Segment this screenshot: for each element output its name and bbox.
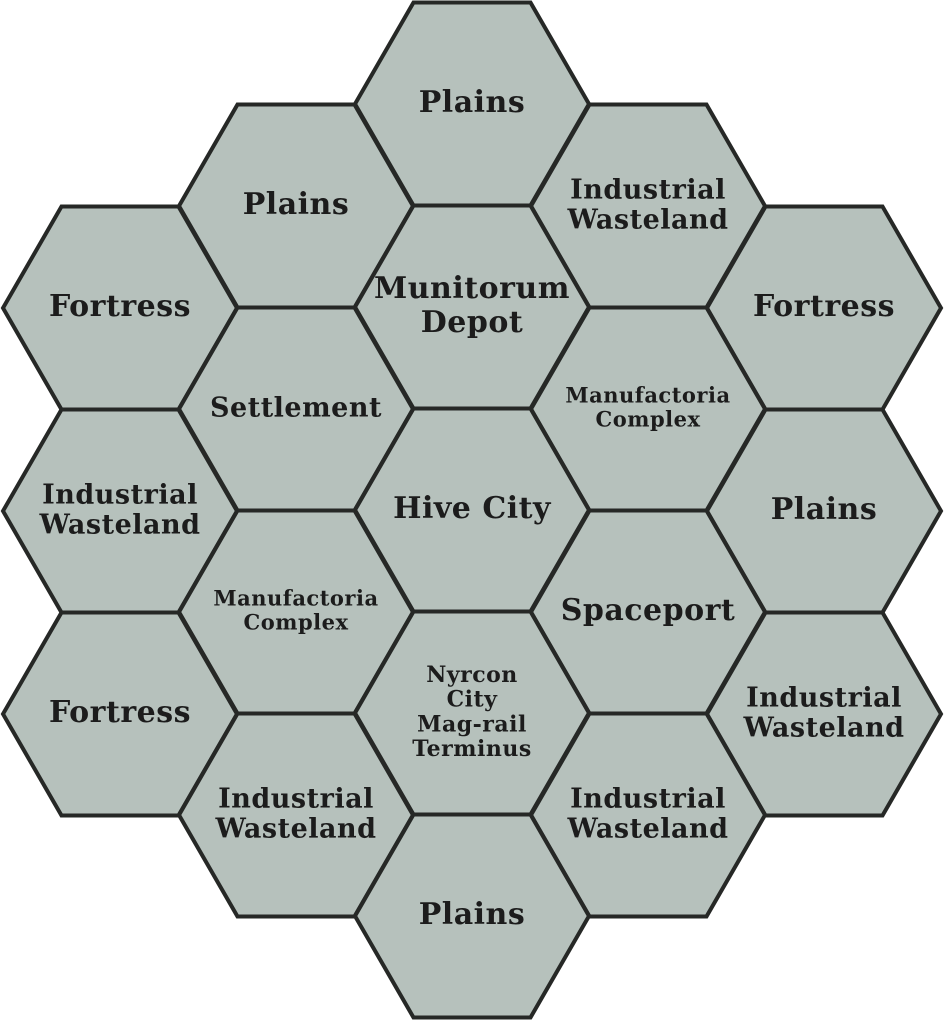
hex-label: Plains xyxy=(419,85,526,120)
hex-label-line: Depot xyxy=(421,305,523,340)
hex-label-line: Munitorum xyxy=(374,271,570,306)
hex-label-line: Settlement xyxy=(210,393,382,424)
hex-label-line: Nyrcon xyxy=(426,662,518,688)
hex-label: Plains xyxy=(243,187,350,222)
hex-label-line: Plains xyxy=(419,897,526,932)
hex-label-line: Industrial xyxy=(570,174,726,205)
hex-label-line: City xyxy=(447,687,499,713)
hex-label-line: Mag-rail xyxy=(417,711,527,737)
hex-label-line: Plains xyxy=(419,85,526,120)
hex-label-line: Industrial xyxy=(746,682,902,713)
hex-label: Fortress xyxy=(49,695,191,730)
hex-label: Fortress xyxy=(753,289,895,324)
hex-label: Plains xyxy=(771,492,878,527)
hex-label-line: Industrial xyxy=(570,783,726,814)
hex-label-line: Fortress xyxy=(753,289,895,324)
hex-label-line: Spaceport xyxy=(561,593,736,628)
hex-label: Settlement xyxy=(210,393,382,424)
hex-label-line: Wasteland xyxy=(566,205,728,236)
hex-label: Spaceport xyxy=(561,593,736,628)
hex-label-line: Terminus xyxy=(412,736,531,762)
hex-label-line: Plains xyxy=(771,492,878,527)
hex-tile-spaceport: Spaceport xyxy=(528,508,768,716)
hex-label-line: Fortress xyxy=(49,289,191,324)
hex-label: Fortress xyxy=(49,289,191,324)
hex-label-line: Manufactoria xyxy=(565,383,730,408)
hex-label-line: Industrial xyxy=(42,479,198,510)
hex-label-line: Wasteland xyxy=(214,814,376,845)
hex-label-line: Wasteland xyxy=(38,510,200,541)
hex-tile-right-top-fortress: Fortress xyxy=(704,204,944,412)
hex-label-line: Fortress xyxy=(49,695,191,730)
hex-tile-upper-left-plains: Plains xyxy=(176,102,416,310)
hex-label-line: Manufactoria xyxy=(213,586,378,611)
hex-label-line: Industrial xyxy=(218,783,374,814)
hex-label: Plains xyxy=(419,897,526,932)
hex-label-line: Hive City xyxy=(393,491,552,526)
hex-label-line: Plains xyxy=(243,187,350,222)
hex-label: Hive City xyxy=(393,491,552,526)
hex-label-line: Wasteland xyxy=(742,713,904,744)
hex-label-line: Complex xyxy=(596,406,701,431)
hex-label-line: Wasteland xyxy=(566,814,728,845)
hex-tile-bottom-plains: Plains xyxy=(352,812,592,1020)
hex-tile-left-bottom-fortress: Fortress xyxy=(0,610,240,818)
hex-shape xyxy=(352,812,592,1020)
hex-tile-left-top-fortress: Fortress xyxy=(0,204,240,412)
hex-label-line: Complex xyxy=(244,609,349,634)
